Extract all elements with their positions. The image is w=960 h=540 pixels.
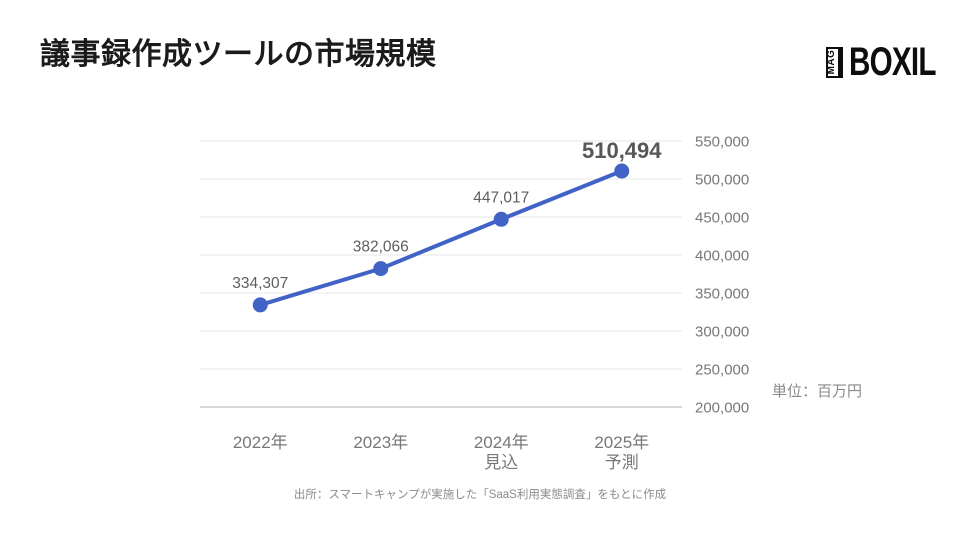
value-label: 510,494: [582, 138, 662, 163]
mag-badge: MAG: [826, 46, 843, 78]
x-tick-label: 予測: [605, 453, 639, 472]
y-tick-label: 400,000: [695, 248, 749, 265]
y-tick-label: 200,000: [695, 400, 749, 417]
data-line: [258, 169, 624, 307]
page-title: 議事録作成ツールの市場規模: [40, 38, 437, 71]
value-label: 382,066: [353, 239, 409, 256]
y-tick-label: 450,000: [695, 210, 749, 227]
data-point: [373, 261, 389, 277]
y-tick-label: 500,000: [695, 172, 749, 189]
x-tick-label: 2023年: [353, 433, 408, 452]
boxil-mag-logo: MAG BOXIL: [826, 42, 960, 82]
data-point: [614, 163, 630, 179]
value-label: 334,307: [232, 275, 288, 292]
x-tick-label: 見込: [484, 453, 518, 472]
y-tick-label: 350,000: [695, 286, 749, 303]
x-tick-label: 2024年: [474, 433, 529, 452]
source-note: 出所：スマートキャンプが実施した「SaaS利用実態調査」をもとに作成: [293, 489, 667, 501]
y-tick-label: 550,000: [695, 134, 749, 151]
data-point: [252, 297, 268, 313]
boxil-logo-text: BOXIL: [849, 40, 936, 84]
x-tick-label: 2022年: [233, 433, 288, 452]
y-tick-label: 250,000: [695, 362, 749, 379]
data-point: [493, 211, 509, 227]
value-label: 447,017: [473, 189, 529, 206]
unit-note: 単位：百万円: [772, 383, 863, 400]
y-tick-label: 300,000: [695, 324, 749, 341]
x-tick-label: 2025年: [594, 433, 649, 452]
